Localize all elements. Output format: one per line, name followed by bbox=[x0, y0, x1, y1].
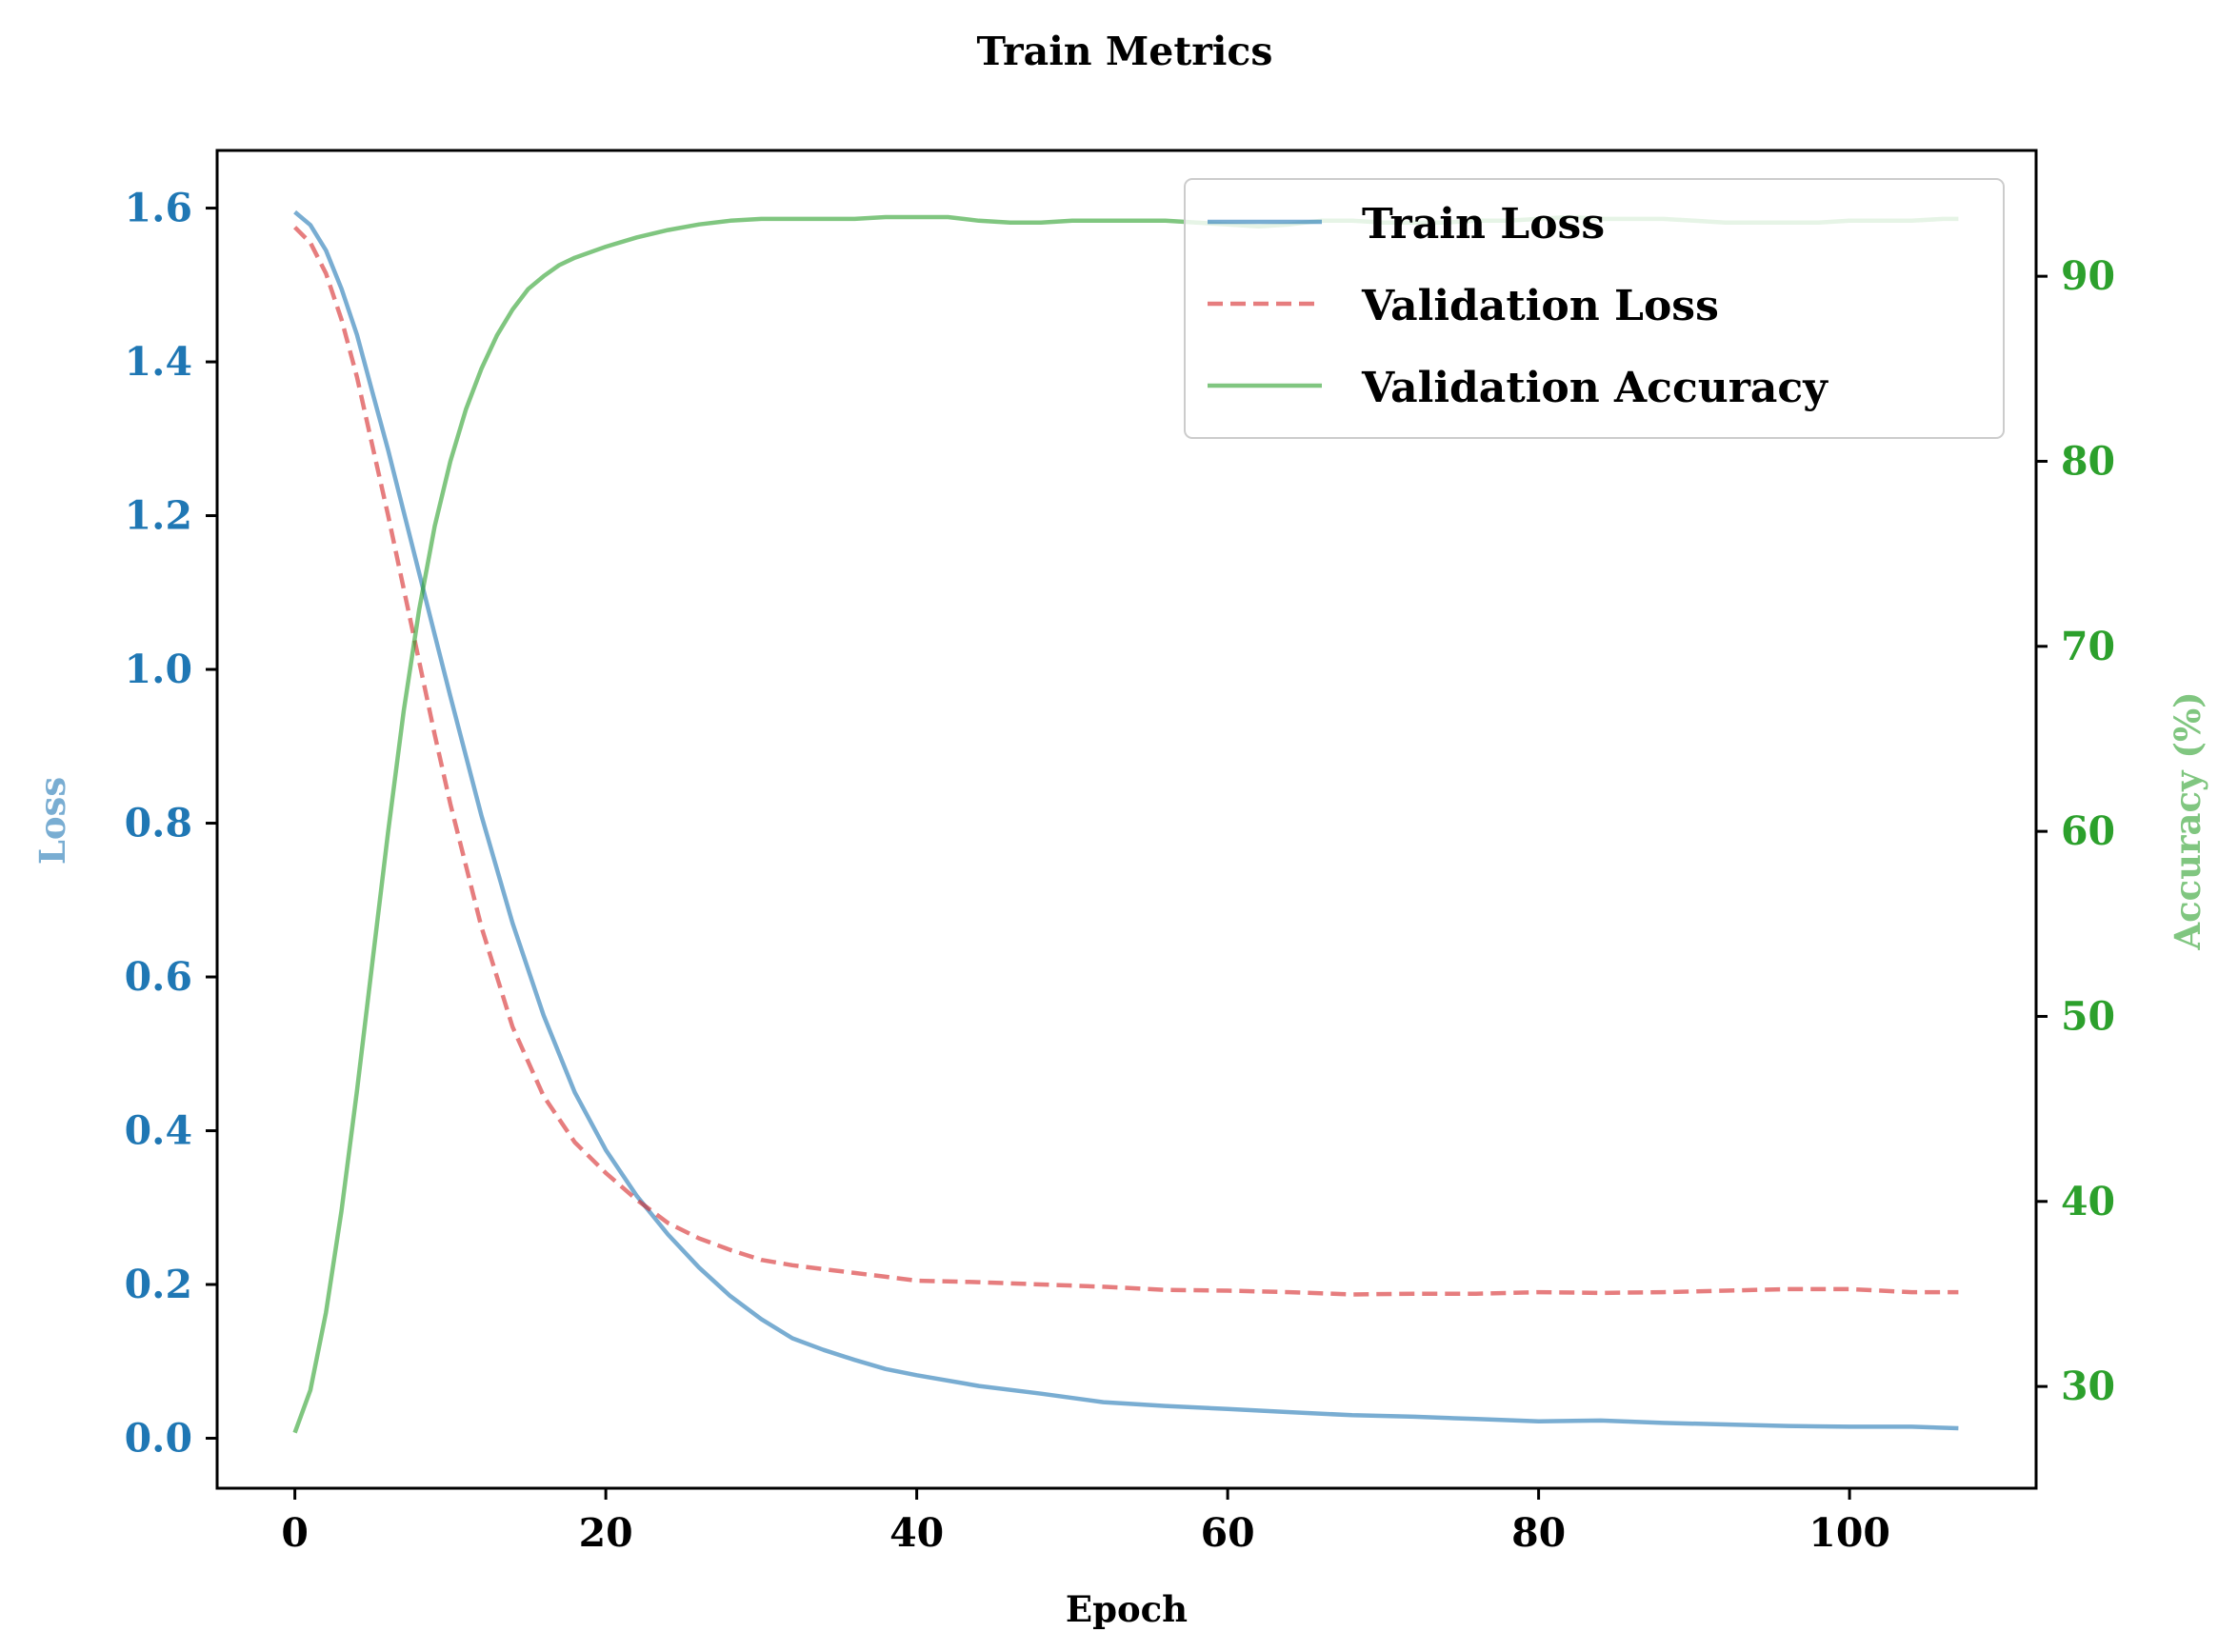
right-y-axis-label: Accuracy (%) bbox=[2167, 691, 2208, 950]
x-tick-label: 0 bbox=[281, 1510, 309, 1556]
validation-loss-line bbox=[293, 226, 1959, 1297]
x-tick-label: 80 bbox=[1511, 1510, 1566, 1556]
left-y-tick-label: 1.2 bbox=[125, 493, 192, 539]
right-y-tick-label: 40 bbox=[2061, 1179, 2115, 1224]
x-axis-label: Epoch bbox=[1066, 1588, 1188, 1630]
right-y-tick-label: 90 bbox=[2061, 253, 2115, 299]
left-y-tick-label: 0.6 bbox=[125, 954, 192, 1000]
left-y-axis-label: Loss bbox=[31, 777, 73, 865]
legend-label-validation-loss: Validation Loss bbox=[1361, 282, 1719, 330]
x-tick-label: 20 bbox=[579, 1510, 633, 1556]
left-y-tick-label: 1.4 bbox=[125, 339, 192, 385]
left-y-tick-label: 0.4 bbox=[125, 1108, 192, 1154]
left-y-axis-ticks: 0.0 0.2 0.4 0.6 0.8 1.0 1.2 1.4 1.6 bbox=[125, 186, 217, 1462]
legend-box bbox=[1184, 178, 2005, 439]
x-axis-ticks: 0 20 40 60 80 100 bbox=[281, 1488, 1890, 1556]
plot-frame bbox=[215, 149, 2038, 1490]
left-y-tick-label: 0.2 bbox=[125, 1262, 192, 1307]
right-y-tick-label: 30 bbox=[2061, 1363, 2115, 1409]
x-tick-label: 100 bbox=[1808, 1510, 1890, 1556]
right-y-tick-label: 50 bbox=[2061, 993, 2115, 1039]
x-tick-label: 40 bbox=[889, 1510, 944, 1556]
legend-label-validation-accuracy: Validation Accuracy bbox=[1361, 364, 1828, 412]
right-y-tick-label: 70 bbox=[2061, 624, 2115, 669]
legend-label-train-loss: Train Loss bbox=[1362, 200, 1605, 249]
right-y-tick-label: 60 bbox=[2061, 808, 2115, 854]
x-tick-label: 60 bbox=[1201, 1510, 1255, 1556]
left-y-tick-label: 0.0 bbox=[125, 1416, 192, 1462]
train-loss-line bbox=[293, 209, 1959, 1431]
left-y-tick-label: 1.6 bbox=[125, 186, 192, 231]
left-y-tick-label: 1.0 bbox=[125, 647, 192, 692]
legend: Train Loss Validation Loss Validation Ac… bbox=[1184, 178, 2005, 439]
chart-title: Train Metrics bbox=[977, 29, 1273, 74]
left-y-tick-label: 0.8 bbox=[125, 801, 192, 846]
right-y-tick-label: 80 bbox=[2061, 438, 2115, 484]
right-y-axis-ticks: 30 40 50 60 70 80 90 bbox=[2036, 253, 2115, 1409]
